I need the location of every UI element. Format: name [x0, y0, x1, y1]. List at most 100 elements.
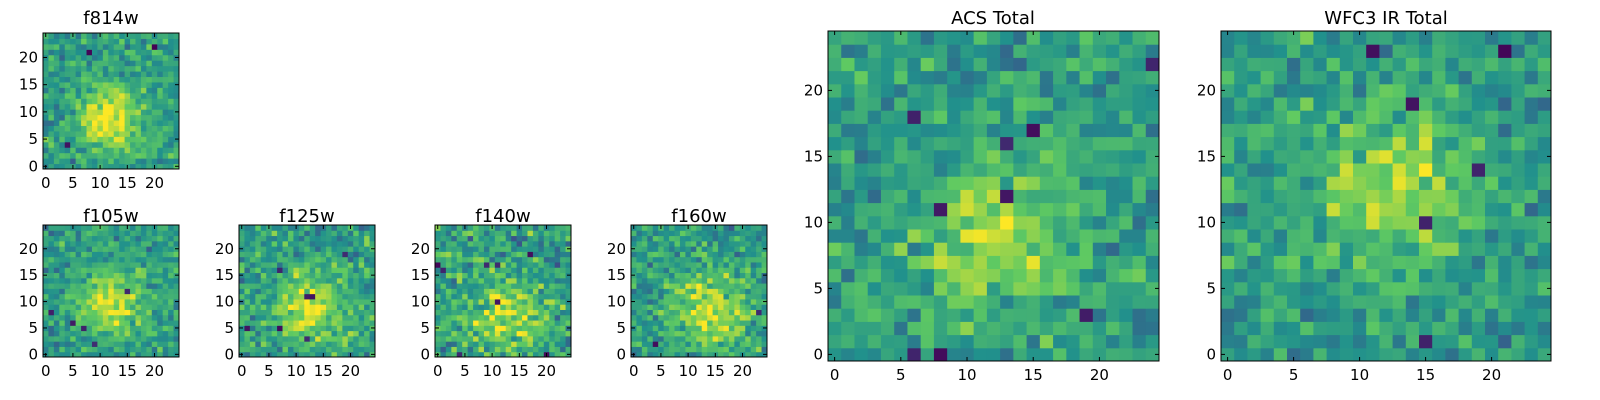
heatmap-cell: [64, 158, 71, 165]
heatmap-cell: [1106, 149, 1120, 164]
heatmap-cell: [173, 240, 180, 247]
heatmap-cell: [880, 163, 895, 177]
heatmap-cell: [522, 288, 528, 295]
heatmap-cell: [473, 320, 480, 326]
heatmap-cell: [1379, 123, 1394, 138]
heatmap-cell: [674, 293, 681, 300]
heatmap-cell: [718, 283, 724, 289]
heatmap-cell: [124, 71, 131, 78]
heatmap-cell: [631, 251, 637, 258]
heatmap-cell: [326, 298, 332, 305]
heatmap-cell: [151, 43, 158, 50]
heatmap-cell: [1339, 44, 1354, 58]
heatmap-cell: [146, 298, 153, 305]
heatmap-cell: [53, 346, 60, 353]
heatmap-cell: [1287, 57, 1301, 72]
heatmap-cell: [353, 230, 360, 237]
heatmap-cell: [867, 57, 882, 72]
heatmap-cell: [64, 351, 71, 358]
heatmap-cell: [315, 325, 322, 332]
heatmap-cell: [119, 283, 126, 289]
heatmap-cell: [75, 298, 82, 305]
heatmap-cell: [723, 293, 730, 300]
heatmap-cell: [960, 70, 975, 85]
heatmap-cell: [1221, 268, 1235, 283]
heatmap-cell: [244, 283, 251, 289]
heatmap-cell: [739, 267, 746, 274]
heatmap-cell: [53, 304, 60, 310]
heatmap-cell: [43, 43, 49, 50]
heatmap-cell: [1471, 347, 1486, 362]
heatmap-cell: [97, 152, 104, 159]
heatmap-cell: [960, 295, 975, 309]
heatmap-cell: [113, 163, 120, 170]
heatmap-cell: [1053, 334, 1067, 349]
heatmap-cell: [933, 347, 948, 362]
heatmap-cell: [97, 320, 104, 326]
heatmap-cell: [1287, 189, 1301, 204]
heatmap-cell: [750, 335, 757, 342]
heatmap-cell: [1300, 202, 1314, 217]
heatmap-cell: [1511, 44, 1526, 58]
heatmap-cell: [113, 246, 120, 252]
heatmap-cell: [451, 304, 458, 310]
heatmap-cell: [146, 351, 153, 358]
heatmap-cell: [1145, 321, 1160, 336]
heatmap-cell: [1313, 202, 1328, 217]
heatmap-cell: [162, 103, 169, 110]
heatmap-cell: [478, 283, 485, 289]
heatmap-cell: [315, 314, 322, 321]
heatmap-cell: [669, 298, 676, 305]
heatmap-cell: [298, 240, 305, 247]
heatmap-cell: [70, 92, 77, 99]
heatmap-cell: [151, 277, 158, 284]
heatmap-cell: [478, 230, 485, 237]
heatmap-cell: [1106, 97, 1120, 111]
heatmap-cell: [440, 277, 447, 284]
heatmap-cell: [43, 92, 49, 99]
heatmap-cell: [309, 335, 316, 342]
heatmap-cell: [1119, 97, 1134, 111]
heatmap-cell: [718, 246, 724, 252]
heatmap-cell: [173, 309, 180, 316]
heatmap-cell: [249, 298, 256, 305]
y-tick-label: 10: [19, 103, 38, 121]
heatmap-cell: [652, 351, 659, 358]
heatmap-cell: [707, 298, 714, 305]
heatmap-cell: [669, 346, 676, 353]
heatmap-cell: [119, 33, 126, 39]
heatmap-cell: [1092, 321, 1107, 336]
heatmap-cell: [1234, 268, 1248, 283]
heatmap-cell: [867, 70, 882, 85]
heatmap-cell: [538, 298, 545, 305]
heatmap-cell: [1405, 308, 1420, 322]
heatmap-cell: [828, 176, 842, 190]
heatmap-cell: [336, 341, 343, 347]
heatmap-cell: [266, 246, 273, 252]
heatmap-cell: [1498, 308, 1512, 322]
heatmap-cell: [168, 152, 175, 159]
heatmap-cell: [102, 87, 109, 94]
heatmap-cell: [298, 267, 305, 274]
heatmap-cell: [151, 240, 158, 247]
heatmap-cell: [1471, 242, 1486, 256]
heatmap-cell: [712, 277, 719, 284]
heatmap-cell: [867, 242, 882, 256]
heatmap-cell: [353, 314, 360, 321]
heatmap-cell: [1458, 97, 1473, 111]
heatmap-cell: [1366, 83, 1380, 98]
heatmap-cell: [1039, 189, 1054, 204]
heatmap-cell: [1066, 97, 1081, 111]
heatmap-cell: [108, 43, 115, 50]
heatmap-cell: [239, 293, 245, 300]
heatmap-cell: [1026, 31, 1041, 45]
heatmap-cell: [522, 225, 528, 231]
heatmap-cell: [53, 256, 60, 263]
heatmap-cell: [750, 325, 757, 332]
heatmap-cell: [298, 298, 305, 305]
heatmap-cell: [565, 314, 572, 321]
heatmap-cell: [347, 346, 354, 353]
heatmap-cell: [168, 147, 175, 154]
heatmap-cell: [293, 272, 300, 279]
